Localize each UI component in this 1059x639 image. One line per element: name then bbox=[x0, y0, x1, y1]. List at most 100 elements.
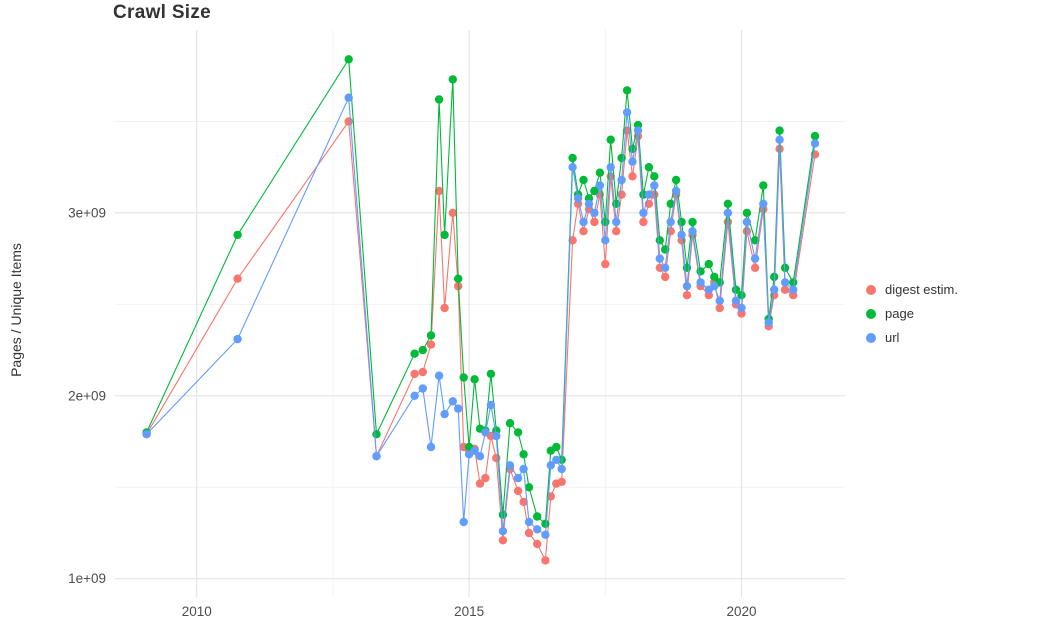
data-point bbox=[579, 175, 588, 185]
data-point bbox=[410, 391, 419, 400]
data-point bbox=[426, 331, 436, 340]
data-point bbox=[601, 217, 610, 227]
data-point bbox=[426, 340, 436, 349]
y-tick-label: 2e+09 bbox=[68, 388, 106, 403]
data-point bbox=[448, 208, 457, 218]
data-point bbox=[595, 168, 605, 177]
data-point bbox=[418, 384, 427, 393]
data-point bbox=[696, 267, 705, 276]
data-point bbox=[671, 175, 681, 185]
data-point bbox=[454, 404, 463, 413]
data-point bbox=[541, 556, 550, 565]
data-point bbox=[704, 259, 713, 269]
data-point bbox=[780, 278, 790, 287]
data-point bbox=[344, 117, 353, 126]
data-point bbox=[519, 464, 528, 474]
data-point bbox=[810, 139, 820, 148]
data-point bbox=[524, 483, 534, 492]
data-point bbox=[710, 281, 719, 291]
data-point bbox=[789, 278, 798, 287]
data-point bbox=[628, 157, 637, 166]
data-point bbox=[682, 263, 692, 272]
url-series-dot-icon bbox=[866, 332, 876, 343]
x-tick-label: 2020 bbox=[726, 604, 756, 619]
data-point bbox=[737, 291, 746, 300]
data-point bbox=[475, 452, 485, 461]
data-point bbox=[459, 517, 468, 527]
data-point bbox=[541, 519, 550, 528]
legend-item-digest: digest estim. bbox=[866, 281, 958, 298]
data-point bbox=[731, 285, 741, 294]
data-point bbox=[590, 217, 599, 227]
data-point bbox=[606, 163, 615, 172]
data-point bbox=[677, 230, 686, 240]
data-point bbox=[533, 525, 542, 534]
data-point bbox=[723, 208, 733, 218]
data-point bbox=[775, 126, 784, 135]
data-point bbox=[666, 199, 675, 208]
data-point bbox=[233, 230, 242, 240]
data-point bbox=[666, 217, 675, 227]
data-point bbox=[418, 345, 427, 355]
data-point bbox=[671, 186, 681, 196]
data-point bbox=[650, 172, 659, 181]
data-point bbox=[731, 296, 741, 305]
data-point bbox=[810, 131, 820, 141]
data-point bbox=[568, 163, 577, 172]
data-point bbox=[688, 227, 697, 236]
data-point bbox=[546, 461, 555, 470]
digest-series-dot-icon bbox=[866, 284, 876, 295]
data-point bbox=[770, 285, 779, 294]
data-point bbox=[639, 217, 648, 227]
data-point bbox=[486, 369, 496, 379]
data-point bbox=[475, 479, 485, 488]
data-point bbox=[541, 530, 550, 539]
data-point bbox=[459, 373, 468, 382]
data-point bbox=[742, 208, 752, 218]
data-point bbox=[524, 528, 534, 538]
data-point bbox=[682, 291, 692, 300]
data-point bbox=[533, 512, 542, 521]
data-point bbox=[513, 428, 523, 437]
data-point bbox=[775, 135, 784, 144]
data-point bbox=[440, 230, 449, 240]
data-point bbox=[677, 217, 686, 227]
data-point bbox=[723, 217, 733, 227]
data-point bbox=[628, 172, 637, 181]
data-point bbox=[552, 455, 561, 464]
data-point bbox=[552, 442, 561, 452]
data-point bbox=[601, 259, 610, 269]
data-point bbox=[750, 263, 760, 272]
data-point bbox=[622, 108, 632, 117]
data-point bbox=[498, 510, 508, 519]
data-point bbox=[764, 318, 773, 327]
data-point bbox=[519, 497, 528, 507]
data-point bbox=[513, 473, 523, 483]
y-tick-label: 1e+09 bbox=[68, 571, 106, 586]
legend-label-url: url bbox=[885, 330, 900, 345]
data-point bbox=[434, 371, 444, 380]
data-point bbox=[440, 303, 449, 313]
data-point bbox=[498, 527, 508, 536]
data-point bbox=[344, 55, 353, 64]
data-point bbox=[505, 461, 515, 470]
data-point bbox=[595, 181, 605, 190]
data-point bbox=[418, 367, 427, 377]
legend: digest estim. page url bbox=[866, 281, 958, 346]
series-line bbox=[146, 95, 816, 536]
data-point bbox=[454, 274, 463, 283]
data-point bbox=[524, 517, 534, 527]
data-point bbox=[742, 217, 752, 227]
data-point bbox=[696, 278, 705, 287]
data-point bbox=[655, 236, 664, 245]
chart-title: Crawl Size bbox=[113, 2, 212, 23]
data-point bbox=[612, 227, 621, 236]
data-point bbox=[372, 430, 381, 439]
data-point bbox=[448, 75, 457, 84]
series-url bbox=[142, 93, 820, 539]
data-point bbox=[470, 375, 479, 384]
data-point bbox=[601, 236, 610, 245]
data-point bbox=[533, 539, 542, 549]
data-point bbox=[715, 303, 724, 313]
